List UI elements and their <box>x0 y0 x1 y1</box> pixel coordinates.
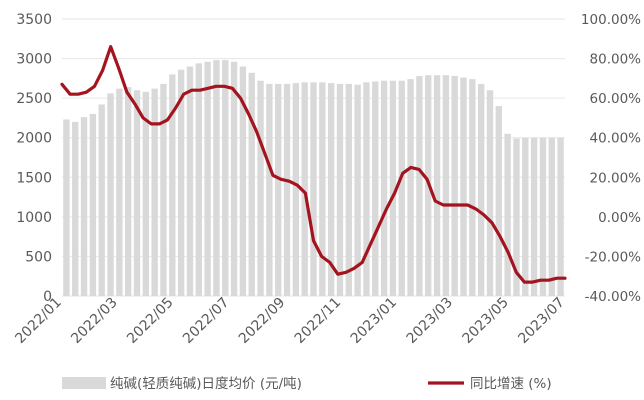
x-tick-label: 2022/05 <box>124 295 176 347</box>
right-tick-label: 0.00% <box>598 210 641 226</box>
price-bar <box>530 137 538 296</box>
price-bar <box>177 69 185 296</box>
price-bar <box>486 90 494 296</box>
right-tick-label: 80.00% <box>590 52 642 68</box>
price-bar <box>98 104 105 296</box>
price-bars <box>63 60 564 297</box>
left-tick-label: 2000 <box>16 131 52 147</box>
price-bar <box>539 137 547 296</box>
x-axis: 2022/01 2022/03 2022/05 2022/07 2022/09 2022/… <box>12 295 567 347</box>
x-tick-label: 2022/01 <box>12 295 64 347</box>
price-bar <box>433 75 441 296</box>
left-tick-label: 3500 <box>16 12 52 28</box>
yoy-line <box>60 45 567 284</box>
legend-swatch-price <box>62 377 106 389</box>
x-tick-label: 2022/11 <box>292 295 344 347</box>
left-axis: 0 500 1000 1500 2000 2500 3000 3500 <box>16 12 52 305</box>
price-bar <box>125 87 132 296</box>
price-bar <box>72 121 79 296</box>
left-tick-label: 500 <box>25 249 52 265</box>
price-bar <box>442 75 450 296</box>
price-bar <box>416 75 423 297</box>
price-bar <box>363 82 370 296</box>
price-bar <box>133 90 141 296</box>
price-bar <box>336 83 344 296</box>
price-bar <box>469 79 476 296</box>
left-tick-label: 0 <box>43 289 52 305</box>
price-bar <box>222 60 229 297</box>
price-bar <box>389 80 397 296</box>
right-tick-label: 40.00% <box>590 131 642 147</box>
price-bar <box>186 66 194 296</box>
price-bar <box>460 77 467 297</box>
yoy-line-path <box>60 45 567 284</box>
price-bar <box>195 63 202 296</box>
price-bar <box>495 106 502 296</box>
x-tick-label: 2022/03 <box>68 295 120 347</box>
price-bar <box>301 82 308 296</box>
price-bar <box>522 137 529 296</box>
right-tick-label: -40.00% <box>585 289 642 305</box>
x-tick-label: 2022/07 <box>180 295 232 347</box>
right-tick-label: 100.00% <box>581 12 641 28</box>
price-bar <box>557 137 564 296</box>
price-bar <box>548 137 555 296</box>
x-tick-label: 2022/09 <box>236 295 288 347</box>
price-bar <box>354 84 361 296</box>
price-bar <box>160 83 167 296</box>
price-bar <box>327 83 335 296</box>
price-bar <box>151 88 158 296</box>
x-tick-label: 2023/03 <box>404 295 456 347</box>
price-bar <box>504 133 511 296</box>
price-bar <box>89 113 97 296</box>
left-tick-label: 3000 <box>16 52 52 68</box>
price-bar <box>169 74 176 297</box>
left-tick-label: 1000 <box>16 210 52 226</box>
price-bar <box>310 82 317 296</box>
price-bar <box>239 66 247 296</box>
price-bar <box>319 82 326 296</box>
price-bar <box>407 79 414 296</box>
price-bar <box>80 117 88 296</box>
price-bar <box>283 83 291 296</box>
price-bar <box>477 83 485 296</box>
price-bar <box>372 81 379 296</box>
price-bar <box>142 91 150 296</box>
price-bar <box>513 138 520 296</box>
right-axis: -40.00% -20.00% 0.00% 20.00% 40.00% 60.00% 80.… <box>581 12 641 305</box>
x-tick-label: 2023/07 <box>515 295 567 347</box>
legend-label-yoy: 同比增速 (%) <box>470 376 552 392</box>
price-bar <box>213 60 220 297</box>
legend-label-price: 纯碱(轻质纯碱)日度均价 (元/吨) <box>110 376 302 392</box>
price-bar <box>248 72 255 297</box>
legend: 纯碱(轻质纯碱)日度均价 (元/吨) 同比增速 (%) <box>62 376 552 392</box>
price-bar <box>116 88 123 296</box>
price-bar <box>266 83 273 296</box>
left-tick-label: 2500 <box>16 91 52 107</box>
price-bar <box>380 80 388 296</box>
left-tick-label: 1500 <box>16 170 52 186</box>
x-tick-label: 2023/01 <box>348 295 400 347</box>
price-bar <box>107 93 114 296</box>
price-bar <box>257 80 264 296</box>
right-tick-label: -20.00% <box>585 249 642 265</box>
right-tick-label: 60.00% <box>590 91 642 107</box>
price-bar <box>230 61 238 296</box>
price-bar <box>451 75 458 297</box>
price-bar <box>204 61 211 296</box>
x-tick-label: 2023/05 <box>459 295 511 347</box>
price-bar <box>63 119 70 296</box>
price-bar <box>292 83 300 296</box>
price-bar <box>345 83 352 296</box>
price-bar <box>398 80 405 296</box>
right-tick-label: 20.00% <box>590 170 642 186</box>
price-bar <box>275 83 282 296</box>
